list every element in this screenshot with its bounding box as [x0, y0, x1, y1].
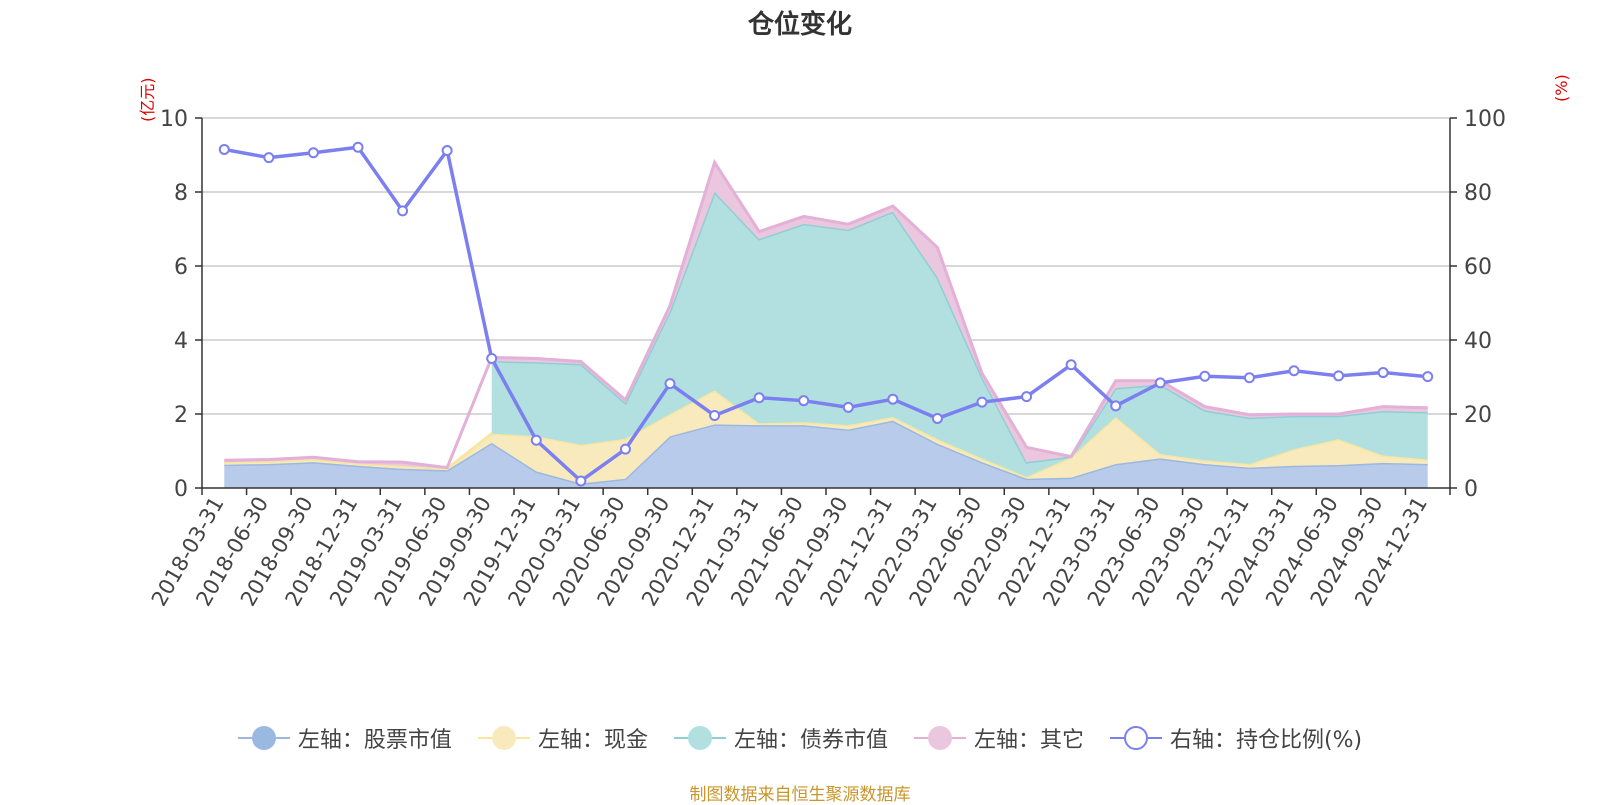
- left-axis-tick-label: 6: [174, 255, 188, 280]
- legend-swatch: [913, 726, 966, 750]
- line-point: [352, 141, 364, 153]
- legend-label: 左轴：其它: [973, 728, 1084, 753]
- area-左轴：股票市值: [224, 420, 1428, 488]
- line-point: [753, 392, 765, 404]
- line-point: [664, 378, 676, 390]
- line-point: [1243, 372, 1255, 384]
- line-point: [441, 145, 453, 157]
- source-note: 制图数据来自恒生聚源数据库: [689, 785, 911, 805]
- legend-label: 右轴：持仓比例(%): [1169, 728, 1363, 753]
- line-point: [1333, 370, 1345, 382]
- line-point: [1110, 400, 1122, 412]
- line-point: [263, 152, 275, 164]
- line-point: [931, 412, 943, 424]
- area-左轴：现金: [224, 390, 1428, 484]
- legend: 左轴：股票市值 左轴：现金 左轴：债券市值 左轴：其它 右轴：持仓比例(%): [0, 722, 1600, 754]
- left-axis-tick-label: 0: [174, 477, 188, 502]
- right-axis-tick-label: 100: [1464, 107, 1506, 132]
- line-point: [397, 205, 409, 217]
- area-左轴：债券市值: [491, 192, 1428, 477]
- right-axis-tick-label: 40: [1464, 329, 1492, 354]
- line-point: [1422, 371, 1434, 383]
- line-point: [575, 475, 587, 487]
- line-point: [1021, 391, 1033, 403]
- legend-label: 左轴：债券市值: [733, 728, 888, 753]
- line-point: [798, 395, 810, 407]
- line-point: [1377, 367, 1389, 379]
- legend-swatch: [477, 726, 530, 750]
- right-axis-tick-label: 60: [1464, 255, 1492, 280]
- line-point: [1288, 365, 1300, 377]
- legend-item[interactable]: 左轴：债券市值: [673, 722, 888, 754]
- line-point: [619, 443, 631, 455]
- legend-swatch: [673, 726, 726, 750]
- chart-title: 仓位变化: [747, 10, 852, 40]
- legend-item[interactable]: 左轴：其它: [913, 722, 1084, 754]
- left-axis-unit: (亿元): [138, 77, 157, 123]
- legend-label: 左轴：股票市值: [297, 728, 452, 753]
- left-axis-tick-label: 2: [174, 403, 188, 428]
- right-axis-tick-label: 20: [1464, 403, 1492, 428]
- right-axis-unit: (%): [1552, 74, 1571, 102]
- line-point: [842, 401, 854, 413]
- legend-swatch: [1109, 726, 1162, 750]
- line-point: [1065, 359, 1077, 371]
- area-line-左轴：其它: [224, 158, 1428, 470]
- line-series: [223, 145, 1428, 484]
- line-point: [709, 409, 721, 421]
- legend-item[interactable]: 左轴：现金: [477, 722, 648, 754]
- left-axis-tick-label: 4: [174, 329, 188, 354]
- legend-swatch: [237, 726, 290, 750]
- line-point: [486, 353, 498, 364]
- line-point: [530, 434, 542, 446]
- line-point: [307, 147, 319, 159]
- line-point: [976, 396, 988, 408]
- legend-label: 左轴：现金: [537, 728, 648, 753]
- left-axis-tick-label: 8: [174, 181, 188, 206]
- right-axis-tick-label: 0: [1464, 477, 1478, 502]
- legend-item[interactable]: 右轴：持仓比例(%): [1109, 722, 1363, 754]
- line-point: [1199, 370, 1211, 382]
- line-point: [1154, 377, 1166, 389]
- right-axis-tick-label: 80: [1464, 181, 1492, 206]
- left-axis-tick-label: 10: [160, 107, 188, 132]
- legend-item[interactable]: 左轴：股票市值: [237, 722, 452, 754]
- line-point: [887, 393, 899, 405]
- area-左轴：其它: [224, 162, 1428, 469]
- line-point: [218, 143, 230, 155]
